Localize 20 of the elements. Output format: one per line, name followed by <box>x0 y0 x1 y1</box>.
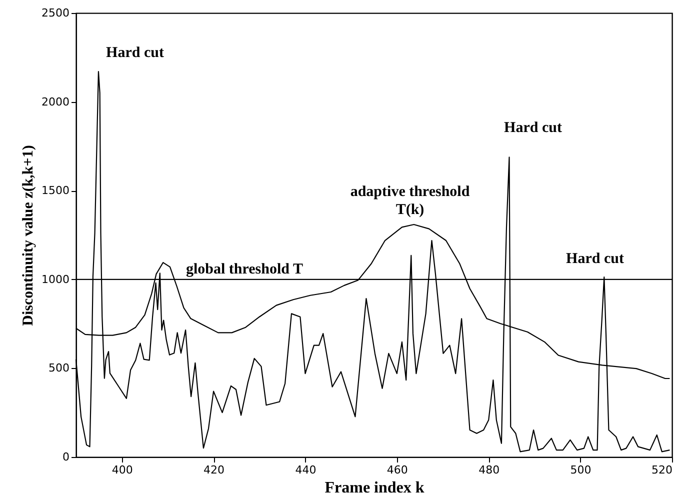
annotation: adaptive threshold T(k) <box>350 184 470 218</box>
annotation: Hard cut <box>504 120 562 136</box>
x-tick-label: 440 <box>295 464 316 476</box>
x-tick-label: 520 <box>652 464 672 476</box>
y-tick-label: 0 <box>62 450 70 464</box>
x-tick-label: 500 <box>570 464 592 476</box>
x-tick-label: 460 <box>386 464 408 476</box>
annotation: Hard cut <box>106 45 164 61</box>
ref-line-label: global threshold T <box>186 261 303 278</box>
x-tick-label: 400 <box>112 464 133 476</box>
x-tick-label: 480 <box>478 464 500 476</box>
y-tick-label: 2500 <box>42 6 70 20</box>
y-tick-label: 500 <box>48 362 70 375</box>
y-tick-label: 1000 <box>42 272 70 286</box>
y-axis-title: Discontinuity value z(k,k+1) <box>20 145 37 326</box>
y-tick-label: 2000 <box>42 95 70 108</box>
x-tick-label: 420 <box>204 464 225 476</box>
annotation: Hard cut <box>566 251 624 267</box>
y-tick-label: 1500 <box>42 184 70 198</box>
x-axis-title: Frame index k <box>324 480 424 496</box>
